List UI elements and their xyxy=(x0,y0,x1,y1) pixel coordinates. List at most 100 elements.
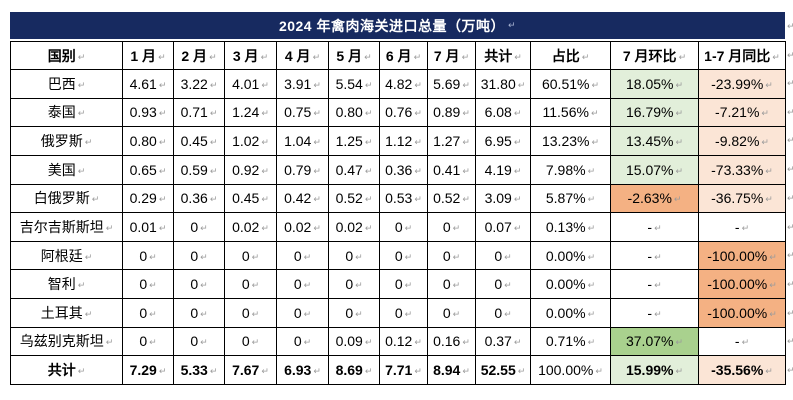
cell-value: 0 xyxy=(394,276,403,293)
return-mark-icon: ↵ xyxy=(508,20,517,30)
cell-value: 60.51% xyxy=(541,75,590,92)
return-mark-icon: ↵ xyxy=(84,137,93,148)
value-cell: 18.05% ↵ xyxy=(610,69,699,99)
return-mark-icon: ↵ xyxy=(675,79,684,90)
return-mark-icon: ↵ xyxy=(364,337,373,348)
cell-value: 0 xyxy=(345,276,354,293)
value-cell: 1.27 ↵ xyxy=(427,126,476,156)
value-cell: 0 ↵ xyxy=(328,269,380,299)
cell-value: -100.00% xyxy=(707,247,768,264)
cell-value: - xyxy=(647,218,653,235)
return-mark-icon: ↵ xyxy=(513,108,522,119)
cell-value: 0.65 xyxy=(129,161,157,178)
cell-value: 13.45% xyxy=(625,133,674,150)
value-cell: -23.99% ↵ xyxy=(698,69,786,99)
country-cell: 土耳其 ↵ xyxy=(10,298,123,328)
cell-value: 0.12 xyxy=(385,333,413,350)
value-cell: 0.16 ↵ xyxy=(427,326,476,357)
return-mark-icon: ↵ xyxy=(404,222,413,233)
cell-value: -36.75% xyxy=(711,190,764,207)
country-label: 泰国 xyxy=(47,104,76,121)
cell-value: 0 xyxy=(241,276,250,293)
cell-value: 0 xyxy=(293,247,302,264)
value-cell: 0.00% ↵ xyxy=(530,240,611,271)
cell-value: 52.55 xyxy=(480,362,516,379)
return-mark-icon: ↵ xyxy=(769,251,777,262)
return-mark-icon: ↵ xyxy=(77,79,86,90)
country-label: 乌兹别克斯坦 xyxy=(19,333,104,350)
return-mark-icon: ↵ xyxy=(158,194,167,205)
cell-value: 0.80 xyxy=(129,133,157,150)
return-mark-icon: ↵ xyxy=(200,222,208,233)
value-cell: 1.04 ↵ xyxy=(276,126,329,156)
return-mark-icon: ↵ xyxy=(587,194,596,205)
cell-value: 0.89 xyxy=(433,104,461,121)
value-cell: 13.23% ↵ xyxy=(530,126,611,156)
return-mark-icon: ↵ xyxy=(149,308,157,319)
cell-value: 7.67 xyxy=(232,362,260,379)
return-mark-icon: ↵ xyxy=(303,308,312,319)
cell-value: 3.91 xyxy=(284,75,312,92)
row-end-mark-icon: ↵ xyxy=(787,221,793,232)
value-cell: 0 ↵ xyxy=(475,240,531,271)
column-header-label: 1-7 月同比 xyxy=(704,47,771,64)
value-cell: 0.00% ↵ xyxy=(530,269,611,299)
cell-value: 0.41 xyxy=(433,161,461,178)
cell-value: 0.52 xyxy=(335,190,363,207)
return-mark-icon: ↵ xyxy=(587,222,596,233)
value-cell: 0 ↵ xyxy=(379,298,428,328)
value-cell: 0 ↵ xyxy=(173,240,225,271)
cell-value: 16.79% xyxy=(625,104,674,121)
value-cell: - ↵ xyxy=(610,269,699,299)
cell-value: 0 xyxy=(139,333,148,350)
table-row: 乌兹别克斯坦 ↵ 0 ↵ 0 ↵ 0 ↵ 0 ↵ 0.09 ↵ 0.12 ↵ 0.16 ↵ 0.37 ↵ 0.71%… xyxy=(10,326,786,357)
cell-value: 11.56% xyxy=(542,104,589,121)
cell-value: 0 xyxy=(293,276,302,293)
value-cell: 0.45 ↵ xyxy=(224,183,277,214)
table-row: 巴西 ↵ 4.61 ↵ 3.22 ↵ 4.01 ↵ 3.91 ↵ 5.54 ↵ 4.82 ↵ 5.69 ↵ 31… xyxy=(10,69,786,99)
cell-value: 0.42 xyxy=(284,190,312,207)
table-row: 白俄罗斯 ↵ 0.29 ↵ 0.36 ↵ 0.45 ↵ 0.42 ↵ 0.52 ↵ 0.53 ↵ 0.52 ↵… xyxy=(10,183,786,214)
cell-value: -100.00% xyxy=(707,304,768,321)
return-mark-icon: ↵ xyxy=(654,280,662,291)
cell-value: 0.02 xyxy=(335,218,363,235)
return-mark-icon: ↵ xyxy=(200,280,208,291)
cell-value: 6.95 xyxy=(484,133,512,150)
value-cell: 0 ↵ xyxy=(224,326,277,357)
column-header: 6 月 ↵ xyxy=(379,41,428,70)
row-end-mark-icon: ↵ xyxy=(787,279,793,289)
cell-value: 0.53 xyxy=(385,190,413,207)
column-header-label: 共计 xyxy=(484,47,513,64)
cell-value: 0.37 xyxy=(484,333,512,350)
return-mark-icon: ↵ xyxy=(251,337,260,348)
return-mark-icon: ↵ xyxy=(260,51,269,62)
value-cell: 4.61 ↵ xyxy=(122,69,174,99)
return-mark-icon: ↵ xyxy=(414,79,422,90)
return-mark-icon: ↵ xyxy=(209,366,218,377)
country-cell: 吉尔吉斯斯坦 ↵ xyxy=(10,212,123,242)
return-mark-icon: ↵ xyxy=(158,51,166,62)
cell-value: 0.00% xyxy=(545,304,586,321)
cell-value: 0.00% xyxy=(545,276,586,293)
value-cell: 4.19 ↵ xyxy=(475,154,531,185)
value-cell: 6.93 ↵ xyxy=(276,355,329,385)
return-mark-icon: ↵ xyxy=(673,194,682,205)
return-mark-icon: ↵ xyxy=(158,79,167,90)
table-title: 2024 年禽肉海关进口总量（万吨） xyxy=(278,17,505,34)
return-mark-icon: ↵ xyxy=(209,108,218,119)
return-mark-icon: ↵ xyxy=(209,165,218,176)
value-cell: 13.45% ↵ xyxy=(610,126,699,156)
value-cell: 0 ↵ xyxy=(122,326,174,357)
value-cell: 1.02 ↵ xyxy=(224,126,277,156)
return-mark-icon: ↵ xyxy=(312,51,321,62)
return-mark-icon: ↵ xyxy=(261,366,269,377)
value-cell: 0.09 ↵ xyxy=(328,326,380,357)
return-mark-icon: ↵ xyxy=(364,108,373,119)
return-mark-icon: ↵ xyxy=(741,222,750,233)
cell-value: 7.29 xyxy=(129,362,157,379)
cell-value: 0.36 xyxy=(180,190,208,207)
cell-value: 0 xyxy=(494,247,503,264)
value-cell: 7.71 ↵ xyxy=(379,355,428,385)
return-mark-icon: ↵ xyxy=(251,251,260,262)
country-cell: 美国 ↵ xyxy=(10,154,123,185)
